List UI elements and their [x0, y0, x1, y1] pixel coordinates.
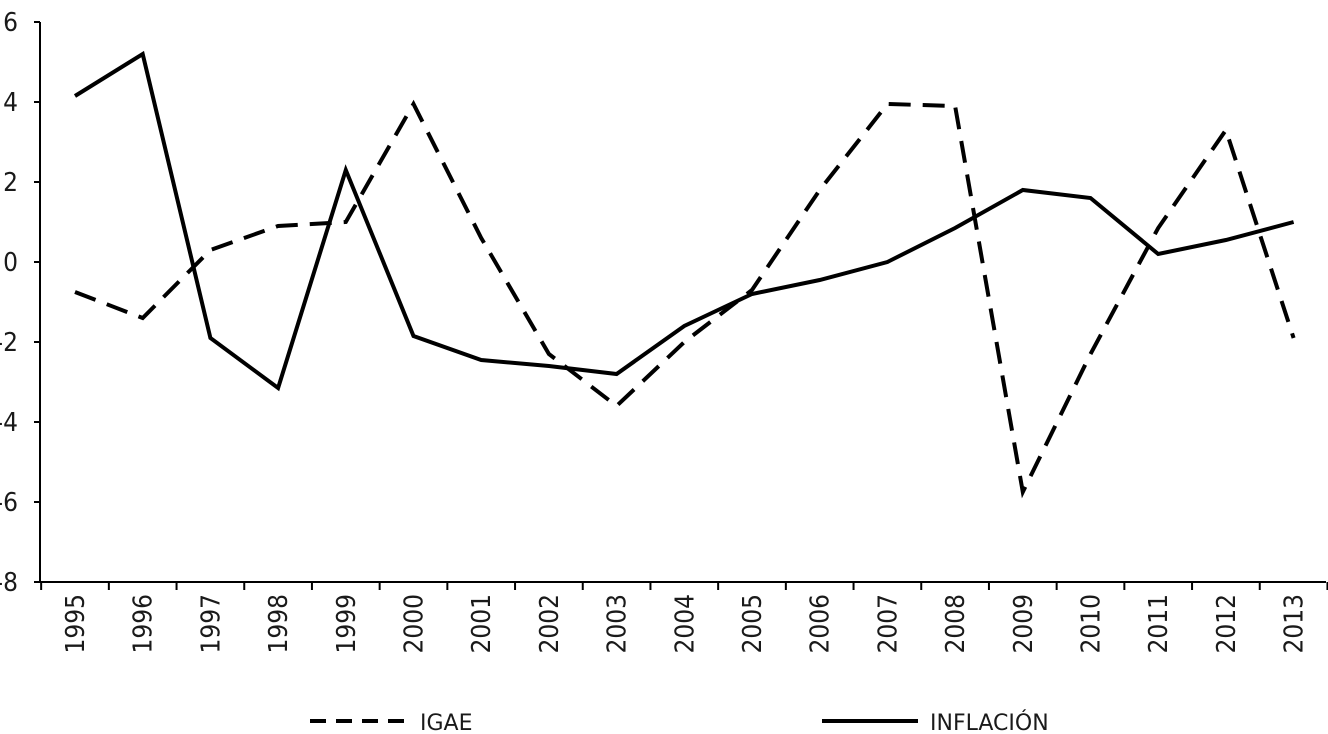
- y-tick-label: 6: [3, 8, 18, 38]
- y-axis-ticks: 6 4 2 0 -2 -4 -6 -8: [0, 8, 40, 598]
- x-tick-label: 2011: [1144, 594, 1174, 654]
- series-layer: [73, 50, 1296, 499]
- x-tick-label: 2002: [535, 594, 565, 654]
- y-tick-label: -8: [0, 568, 18, 598]
- x-tick-label: 2006: [806, 594, 836, 654]
- legend-label: INFLACIÓN: [930, 710, 1049, 734]
- legend: IGAE INFLACIÓN: [310, 710, 1049, 734]
- x-tick-label: 1998: [264, 594, 294, 654]
- x-tick-label: 2009: [1009, 594, 1039, 654]
- x-tick-label: 2008: [941, 594, 971, 654]
- x-tick-label: 1995: [61, 594, 91, 654]
- x-tick-label: 2005: [738, 594, 768, 654]
- x-tick-label: 2003: [603, 594, 633, 654]
- x-tick-label: 1996: [129, 594, 159, 654]
- x-tick-label: 2013: [1280, 594, 1310, 654]
- y-tick-label: -2: [0, 328, 18, 358]
- y-tick-label: 4: [3, 88, 18, 118]
- legend-label: IGAE: [420, 711, 473, 734]
- x-tick-label: 1997: [196, 594, 226, 654]
- series-line-igae: [74, 99, 1296, 499]
- x-axis-ticks: 1995 1996 1997 1998 1999 2000 2001 2002 2003 2004…: [40, 582, 1328, 654]
- x-tick-label: 2001: [467, 594, 497, 654]
- x-tick-label: 2012: [1212, 594, 1242, 654]
- x-tick-label: 2004: [670, 594, 700, 654]
- x-tick-label: 2000: [400, 594, 430, 654]
- y-tick-label: -6: [0, 488, 18, 518]
- y-tick-label: 0: [3, 248, 18, 278]
- y-tick-label: -4: [0, 408, 18, 438]
- x-tick-label: 2007: [873, 594, 903, 654]
- x-tick-label: 1999: [332, 594, 362, 654]
- x-tick-label: 2010: [1077, 594, 1107, 654]
- series-line-inflaci-n: [73, 50, 1295, 392]
- y-tick-label: 2: [3, 168, 18, 198]
